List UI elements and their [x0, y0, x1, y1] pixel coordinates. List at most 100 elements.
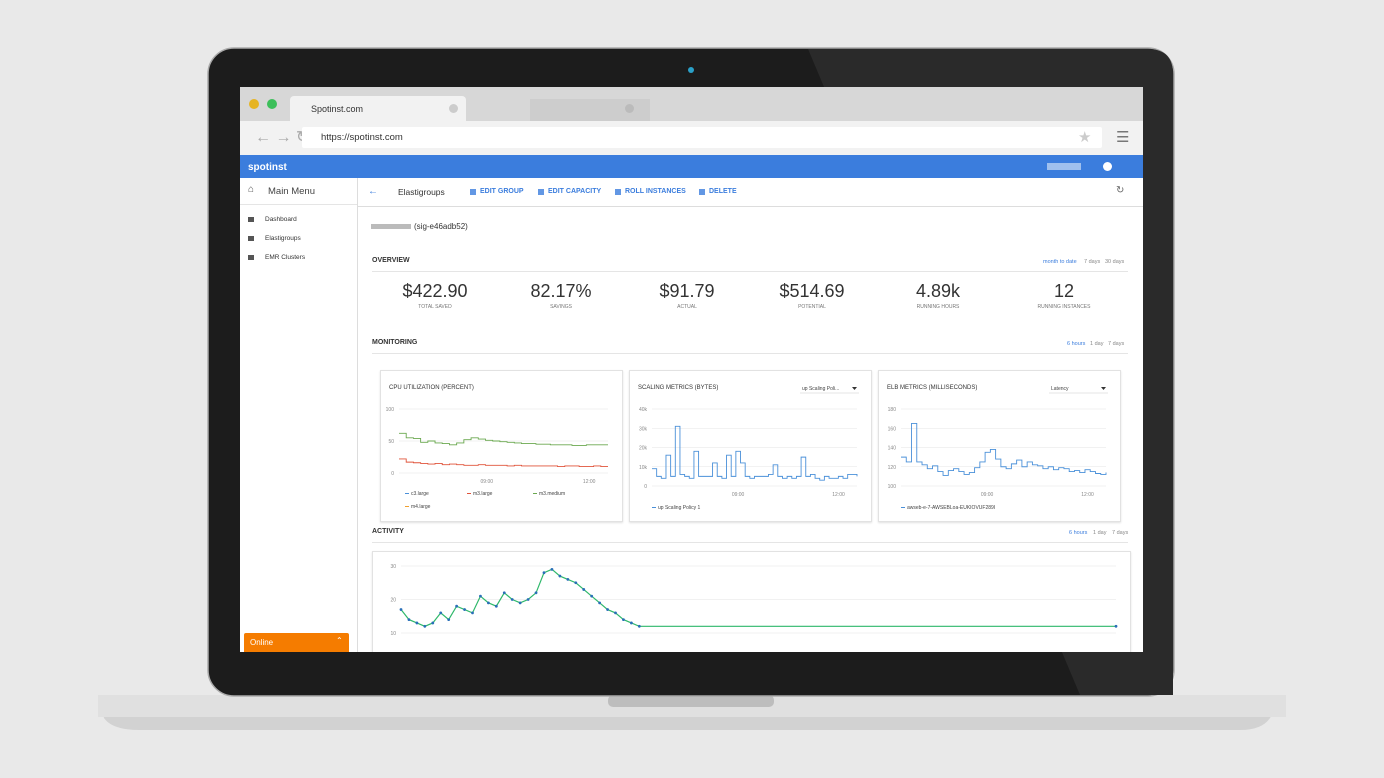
range-link[interactable]: 7 days [1112, 530, 1129, 536]
data-point [598, 601, 602, 605]
select[interactable]: Latency [1051, 386, 1069, 392]
data-point [1114, 624, 1118, 628]
action[interactable]: EDIT GROUP [480, 188, 524, 195]
divider [240, 204, 357, 205]
action-icon [470, 189, 476, 195]
legend-label: m3.medium [539, 491, 565, 497]
range-link[interactable]: 1 day [1090, 341, 1104, 347]
tab-close[interactable] [449, 104, 458, 113]
select-arrow [1101, 387, 1106, 390]
data-point [399, 608, 403, 611]
url: https://spotinst.com [321, 132, 403, 143]
sidebar-item[interactable]: Dashboard [265, 216, 297, 223]
legend-label: m3.large [473, 491, 493, 497]
stat-value: $91.79 [659, 281, 715, 301]
y-tick-label: 20k [639, 446, 648, 452]
logo[interactable]: spotinst [248, 162, 287, 173]
data-point [590, 594, 594, 598]
sidebar-item[interactable]: EMR Clusters [265, 254, 306, 261]
help[interactable] [1103, 162, 1112, 171]
data-point [542, 571, 546, 575]
data-point [566, 578, 570, 581]
x-tick-label: 09:00 [981, 492, 994, 498]
data-point [510, 598, 514, 601]
data-point [606, 608, 609, 611]
data-point [463, 608, 466, 611]
bookmark[interactable]: ★ [1078, 129, 1092, 146]
user[interactable] [1047, 163, 1081, 170]
sidebar-title[interactable]: Main Menu [268, 186, 315, 197]
range-link[interactable]: 30 days [1105, 259, 1125, 265]
back[interactable]: ← [368, 186, 378, 197]
tab[interactable] [290, 96, 466, 122]
range-link[interactable]: 7 days [1108, 341, 1125, 347]
stat-label: RUNNING INSTANCES [1037, 304, 1091, 310]
y-tick-label: 160 [888, 426, 897, 432]
action[interactable]: DELETE [709, 188, 737, 195]
data-point [447, 618, 451, 621]
data-point [558, 574, 562, 578]
divider [357, 206, 1143, 207]
app-header [240, 155, 1143, 178]
data-point [407, 618, 411, 621]
data-point [637, 624, 641, 628]
refresh[interactable]: ↻ [1116, 185, 1125, 196]
select[interactable]: up Scaling Poli... [802, 386, 839, 392]
range-link[interactable]: 6 hours [1067, 341, 1086, 347]
tab[interactable] [530, 99, 650, 121]
range-link[interactable]: month to date [1043, 259, 1077, 265]
range-link[interactable]: 1 day [1093, 530, 1107, 536]
menu[interactable]: ☰ [1116, 129, 1130, 146]
data-point [629, 621, 633, 625]
action-icon [538, 189, 544, 195]
action[interactable]: ROLL INSTANCES [625, 188, 686, 195]
x-tick-label: 09:00 [481, 479, 494, 485]
divider [372, 542, 1128, 543]
range-link[interactable]: 7 days [1084, 259, 1101, 265]
stat-value: $422.90 [402, 281, 468, 301]
y-tick-label: 30k [639, 426, 648, 432]
action-icon [615, 189, 621, 195]
data-point [486, 601, 490, 605]
chart-card: 30 20 10 [372, 551, 1131, 652]
series-line [399, 458, 608, 468]
data-point [574, 581, 578, 585]
x-tick-label: 12:00 [832, 492, 845, 498]
y-tick-label: 30 [390, 564, 396, 570]
section-title: MONITORING [372, 339, 418, 346]
y-tick-label: 140 [888, 446, 897, 452]
data-point [423, 624, 427, 628]
y-tick-label: 20 [390, 598, 396, 604]
action[interactable]: EDIT CAPACITY [548, 188, 602, 195]
chart-title: CPU UTILIZATION (PERCENT) [389, 385, 474, 391]
sidebar-item[interactable]: Elastigroups [265, 235, 301, 242]
chart-title: SCALING METRICS (BYTES) [638, 385, 718, 391]
chart: CPU UTILIZATION (PERCENT) 100 50 0 09:00 12:0… [386, 385, 608, 510]
section-title: OVERVIEW [372, 257, 410, 264]
window-button[interactable] [267, 99, 277, 109]
chart-card: SCALING METRICS (BYTES) up Scaling Poli..… [629, 370, 872, 522]
sidebar-icon [248, 217, 254, 222]
legend-label: m4.large [411, 504, 431, 510]
range-link[interactable]: 6 hours [1069, 530, 1088, 536]
data-point [439, 611, 443, 615]
stat-label: POTENTIAL [798, 304, 826, 310]
address-bar[interactable] [302, 127, 1102, 148]
series-line [400, 568, 1116, 627]
data-point [534, 591, 538, 595]
y-tick-label: 180 [888, 407, 897, 413]
legend-label: c3.large [411, 491, 429, 497]
status-bar[interactable] [244, 633, 349, 652]
screen: Spotinst.com ← → ↻ https://spotinst.com … [240, 87, 1143, 652]
chart: ELB METRICS (MILLISECONDS) Latency 180 160 1… [887, 385, 1108, 511]
divider [372, 353, 1128, 354]
group-name-redacted [371, 224, 411, 229]
series-line [901, 422, 1107, 476]
window-button[interactable] [249, 99, 259, 109]
nav-buttons[interactable]: ← → ↻ [255, 129, 310, 146]
tab-close[interactable] [625, 104, 634, 113]
sidebar-icon [248, 236, 254, 241]
select-arrow [852, 387, 857, 390]
stat-label: SAVINGS [550, 304, 572, 310]
